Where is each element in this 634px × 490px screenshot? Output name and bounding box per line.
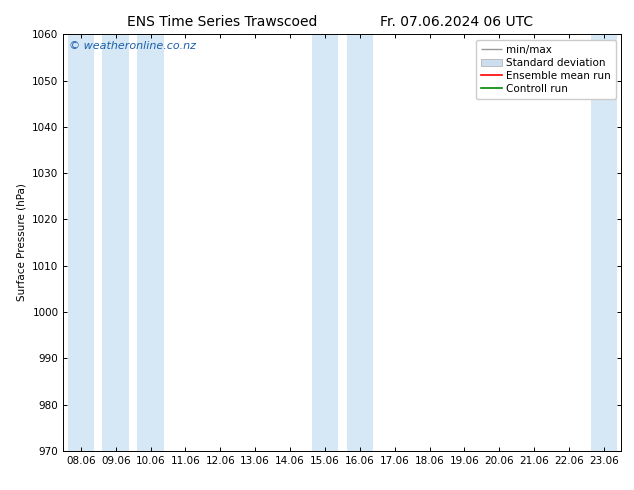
- Bar: [312, 34, 338, 451]
- Bar: [347, 34, 373, 451]
- Bar: [103, 34, 129, 451]
- Y-axis label: Surface Pressure (hPa): Surface Pressure (hPa): [16, 184, 27, 301]
- Legend: min/max, Standard deviation, Ensemble mean run, Controll run: min/max, Standard deviation, Ensemble me…: [476, 40, 616, 99]
- Text: Fr. 07.06.2024 06 UTC: Fr. 07.06.2024 06 UTC: [380, 15, 533, 29]
- Bar: [68, 34, 94, 451]
- Text: © weatheronline.co.nz: © weatheronline.co.nz: [69, 41, 196, 50]
- Bar: [138, 34, 164, 451]
- Bar: [591, 34, 617, 451]
- Text: ENS Time Series Trawscoed: ENS Time Series Trawscoed: [127, 15, 317, 29]
